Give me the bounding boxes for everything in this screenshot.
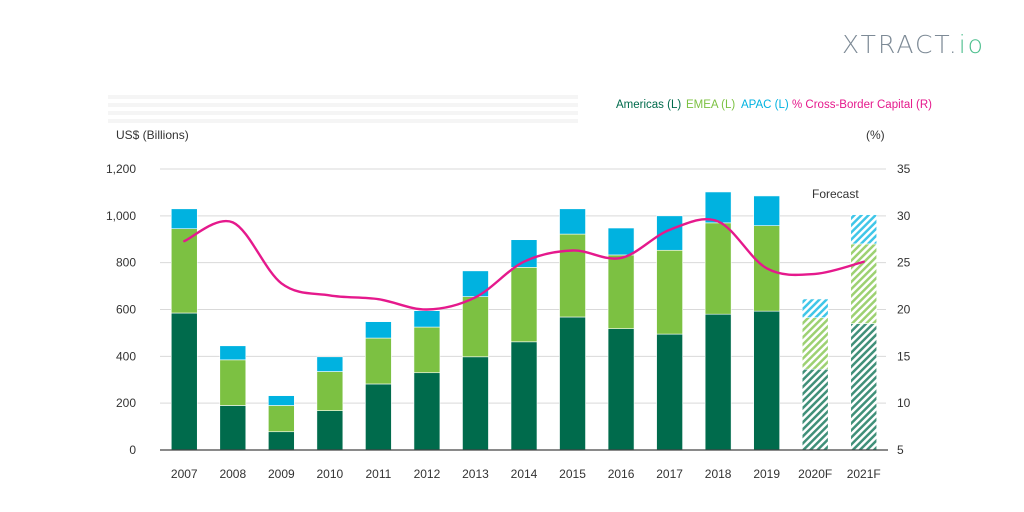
bar-apac-2019 (753, 195, 780, 226)
bar-americas-2017 (656, 333, 683, 451)
x-tick-label: 2019 (753, 467, 780, 481)
bar-apac-2012 (413, 310, 441, 328)
x-tick-label: 2013 (462, 467, 489, 481)
bar-americas-2014 (510, 341, 538, 451)
bar-apac-2008 (219, 345, 247, 361)
x-tick-label: 2017 (656, 467, 683, 481)
logo-suffix: io (958, 30, 985, 59)
bar-emea-2015 (559, 233, 586, 318)
bar-apac-2010 (316, 356, 344, 372)
xtract-logo: XTRACT.io (842, 30, 985, 59)
y2-tick-label: 10 (897, 396, 911, 410)
bar-americas-2016 (607, 328, 635, 451)
y-axis-label: US$ (Billions) (116, 128, 189, 142)
logo-main: XTRACT. (842, 30, 959, 59)
forecast-label: Forecast (812, 187, 859, 201)
x-tick-label: 2016 (608, 467, 635, 481)
bar-americas-2012 (413, 372, 441, 451)
y-tick-label: 800 (116, 256, 136, 270)
bar-emea-2021F (850, 243, 878, 324)
bar-emea-2008 (219, 359, 247, 406)
y-tick-label: 400 (116, 349, 136, 363)
legend-emea: EMEA (L) (686, 99, 735, 111)
legend: Americas (L) EMEA (L) APAC (L) % Cross-B… (616, 99, 932, 111)
bar-americas-2020F (801, 368, 829, 451)
bar-americas-2010 (316, 410, 344, 451)
bar-americas-2008 (219, 405, 247, 451)
bar-americas-2009 (268, 431, 295, 451)
bar-apac-2020F (801, 298, 829, 318)
bar-emea-2010 (316, 371, 344, 411)
bar-apac-2018 (704, 191, 732, 224)
y2-tick-label: 20 (897, 303, 911, 317)
y2-axis-label: (%) (866, 128, 885, 142)
x-tick-label: 2009 (268, 467, 295, 481)
x-tick-label: 2014 (511, 467, 538, 481)
x-tick-label: 2015 (559, 467, 586, 481)
x-tick-label: 2011 (365, 467, 391, 481)
y2-tick-label: 35 (897, 162, 911, 176)
bar-emea-2011 (365, 337, 392, 385)
bar-americas-2013 (462, 356, 489, 451)
x-tick-label: 2012 (414, 467, 441, 481)
bar-americas-2021F (850, 323, 878, 451)
bar-emea-2016 (607, 254, 635, 330)
bar-emea-2013 (462, 296, 489, 358)
y-tick-label: 600 (116, 303, 136, 317)
bar-americas-2011 (365, 383, 392, 451)
x-tick-label: 2021F (847, 467, 881, 481)
bar-apac-2009 (268, 395, 295, 406)
x-tick-label: 2018 (705, 467, 732, 481)
bar-apac-2017 (656, 215, 683, 251)
bar-emea-2018 (704, 222, 732, 315)
bar-apac-2014 (510, 239, 538, 268)
legend-cross-border: % Cross-Border Capital (R) (792, 99, 932, 111)
x-tick-label: 2007 (171, 467, 198, 481)
y2-tick-label: 25 (897, 256, 911, 270)
bar-emea-2009 (268, 405, 295, 433)
bar-apac-2007 (170, 208, 198, 230)
x-tick-label: 2010 (317, 467, 344, 481)
y2-tick-label: 15 (897, 349, 911, 363)
bar-emea-2020F (801, 317, 829, 370)
faded-title-text (108, 95, 578, 127)
y-tick-label: 200 (116, 396, 136, 410)
bar-americas-2007 (170, 312, 198, 451)
bar-apac-2021F (850, 214, 878, 245)
bar-americas-2018 (704, 313, 732, 451)
bar-emea-2012 (413, 326, 441, 374)
x-tick-label: 2008 (219, 467, 246, 481)
bar-apac-2013 (462, 270, 489, 297)
bar-americas-2015 (559, 316, 586, 451)
y-tick-label: 0 (129, 443, 136, 457)
legend-americas: Americas (L) (616, 99, 681, 111)
y2-tick-label: 30 (897, 209, 911, 223)
bar-apac-2011 (365, 321, 392, 339)
y2-tick-label: 5 (897, 443, 904, 457)
y-tick-label: 1,000 (106, 209, 136, 223)
bar-emea-2007 (170, 228, 198, 314)
cross-border-line (183, 218, 865, 311)
bar-americas-2019 (753, 310, 780, 451)
x-tick-label: 2020F (798, 467, 832, 481)
bar-apac-2016 (607, 227, 635, 256)
bar-emea-2014 (510, 267, 538, 343)
bar-apac-2015 (559, 208, 586, 235)
legend-apac: APAC (L) (741, 99, 789, 111)
y-tick-label: 1,200 (106, 162, 136, 176)
bar-emea-2017 (656, 249, 683, 335)
